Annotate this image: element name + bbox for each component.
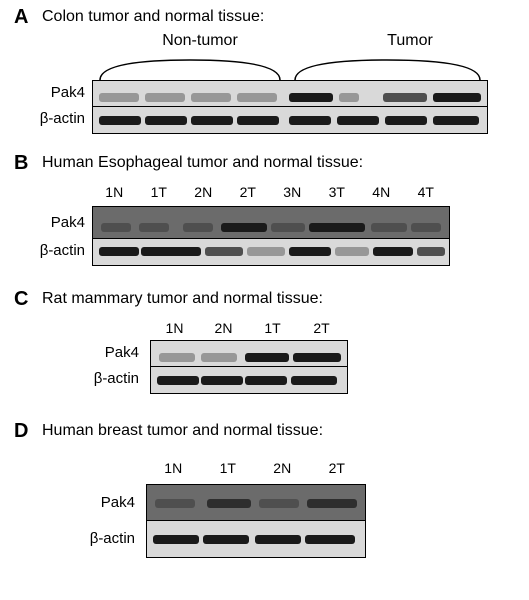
band — [337, 116, 379, 125]
row-label-pak4-c: Pak4 — [84, 344, 139, 361]
band — [99, 247, 139, 256]
band — [245, 376, 287, 385]
band — [221, 223, 267, 232]
row-label-actin-d: β-actin — [80, 530, 135, 547]
row-label-pak4-a: Pak4 — [30, 84, 85, 101]
lane-label-1T: 1T — [201, 460, 256, 476]
band — [157, 376, 199, 385]
blot-strip — [146, 520, 366, 558]
blot-strip — [146, 484, 366, 522]
panel-title-c: Rat mammary tumor and normal tissue: — [42, 290, 323, 308]
band — [371, 223, 407, 232]
panel-title-d: Human breast tumor and normal tissue: — [42, 422, 323, 440]
lane-label-1T: 1T — [248, 320, 297, 336]
band — [417, 247, 445, 256]
brace-tumor — [290, 52, 485, 82]
band — [339, 93, 359, 102]
row-label-pak4-b: Pak4 — [30, 214, 85, 231]
lane-label-2T: 2T — [297, 320, 346, 336]
band — [291, 376, 337, 385]
band — [201, 376, 243, 385]
band — [247, 247, 285, 256]
panel-letter-b: B — [14, 152, 28, 175]
band — [305, 535, 355, 544]
band — [145, 116, 187, 125]
band — [145, 93, 185, 102]
band — [411, 223, 441, 232]
group-label-tumor: Tumor — [360, 32, 460, 50]
row-label-pak4-d: Pak4 — [80, 494, 135, 511]
band — [433, 93, 481, 102]
lane-label-2N: 2N — [199, 320, 248, 336]
band — [183, 223, 213, 232]
lane-label-4N: 4N — [359, 184, 404, 200]
band — [191, 116, 233, 125]
band — [201, 353, 237, 362]
row-label-actin-a: β-actin — [30, 110, 85, 127]
band — [385, 116, 427, 125]
band — [159, 353, 195, 362]
panel-letter-a: A — [14, 6, 28, 29]
band — [237, 93, 277, 102]
row-label-actin-c: β-actin — [84, 370, 139, 387]
band — [293, 353, 341, 362]
lane-label-4T: 4T — [404, 184, 449, 200]
band — [433, 116, 479, 125]
band — [245, 353, 289, 362]
band — [259, 499, 299, 508]
lane-label-3N: 3N — [270, 184, 315, 200]
panel-letter-d: D — [14, 420, 28, 443]
band — [207, 499, 251, 508]
lane-label-2T: 2T — [310, 460, 365, 476]
blot-strip — [150, 366, 348, 394]
blot-strip — [150, 340, 348, 368]
lane-label-3T: 3T — [315, 184, 360, 200]
lane-label-1N: 1N — [146, 460, 201, 476]
band — [191, 93, 231, 102]
band — [383, 93, 427, 102]
lane-label-1T: 1T — [137, 184, 182, 200]
row-label-actin-b: β-actin — [30, 242, 85, 259]
panel-title-b: Human Esophageal tumor and normal tissue… — [42, 154, 363, 172]
brace-nontumor — [95, 52, 285, 82]
blot-strip — [92, 106, 488, 134]
lane-label-2T: 2T — [226, 184, 271, 200]
band — [289, 116, 331, 125]
band — [307, 499, 357, 508]
band — [309, 223, 365, 232]
band — [271, 223, 305, 232]
lane-label-2N: 2N — [181, 184, 226, 200]
blot-strip — [92, 80, 488, 108]
band — [203, 535, 249, 544]
band — [155, 499, 195, 508]
band — [205, 247, 243, 256]
band — [101, 223, 131, 232]
panel-title-a: Colon tumor and normal tissue: — [42, 8, 264, 26]
band — [141, 247, 201, 256]
band — [99, 116, 141, 125]
band — [237, 116, 279, 125]
band — [153, 535, 199, 544]
band — [99, 93, 139, 102]
lane-label-1N: 1N — [150, 320, 199, 336]
band — [139, 223, 169, 232]
group-label-nontumor: Non-tumor — [140, 32, 260, 50]
band — [289, 247, 331, 256]
band — [373, 247, 413, 256]
band — [255, 535, 301, 544]
band — [335, 247, 369, 256]
band — [289, 93, 333, 102]
lane-label-1N: 1N — [92, 184, 137, 200]
lane-label-2N: 2N — [255, 460, 310, 476]
blot-strip — [92, 238, 450, 266]
blot-strip — [92, 206, 450, 240]
panel-letter-c: C — [14, 288, 28, 311]
